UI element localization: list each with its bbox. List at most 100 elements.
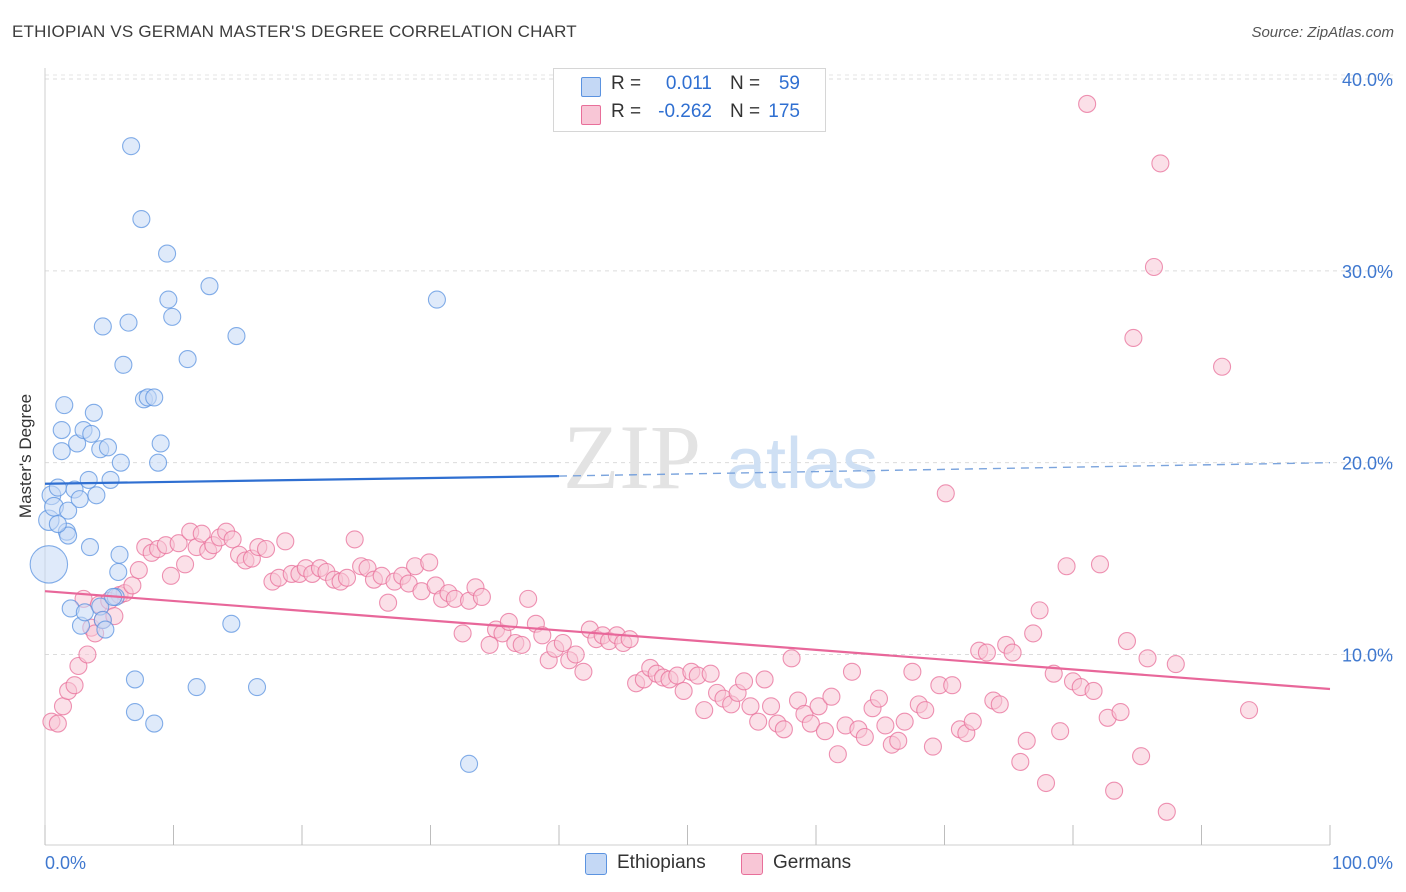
point-germans <box>48 714 67 733</box>
point-germans <box>1044 664 1063 683</box>
point-ethiopians <box>125 702 144 722</box>
point-germans <box>1117 632 1137 651</box>
point-ethiopians <box>145 388 164 407</box>
point-ethiopians <box>187 678 206 697</box>
point-germans <box>453 624 472 643</box>
point-ethiopians <box>125 670 144 689</box>
point-germans <box>1057 557 1076 576</box>
point-germans <box>1024 624 1043 643</box>
point-germans <box>472 587 491 607</box>
point-ethiopians <box>79 470 98 489</box>
point-germans <box>1017 731 1036 750</box>
point-germans <box>1090 555 1110 574</box>
tick-labels: 10.0% 20.0% 30.0% 40.0% 0.0% 100.0% <box>45 70 1393 873</box>
point-ethiopians <box>459 754 479 773</box>
point-ethiopians <box>163 307 182 326</box>
point-ethiopians <box>119 313 138 332</box>
point-germans <box>256 539 276 559</box>
point-germans <box>749 712 768 731</box>
series-legend: Ethiopians Germans <box>0 852 1406 880</box>
y-axis-label: Master's Degree <box>16 393 35 519</box>
point-ethiopians <box>70 490 89 509</box>
point-ethiopians <box>151 434 170 453</box>
point-germans <box>566 645 585 664</box>
point-ethiopians <box>93 317 112 336</box>
point-ethiopians <box>158 244 177 263</box>
point-ethiopians <box>59 526 78 545</box>
point-germans <box>695 701 714 720</box>
x-tick-label: 0.0% <box>45 853 86 873</box>
point-germans <box>512 635 531 654</box>
trend-lines <box>44 461 1331 691</box>
point-germans <box>1011 752 1030 771</box>
point-germans <box>379 593 398 612</box>
legend-n-label: N = <box>730 101 761 122</box>
point-ethiopians <box>227 327 246 346</box>
trend-ethiopians <box>44 474 560 485</box>
point-germans <box>1151 154 1170 173</box>
legend-swatch-germans <box>581 105 601 125</box>
point-ethiopians <box>114 355 133 374</box>
point-germans <box>161 566 180 585</box>
legend-swatch-germans <box>741 853 763 875</box>
point-germans <box>903 662 922 681</box>
point-germans <box>782 649 801 668</box>
point-ethiopians <box>159 290 178 309</box>
point-germans <box>78 645 97 664</box>
point-germans <box>990 695 1009 714</box>
point-germans <box>169 534 188 553</box>
point-ethiopians <box>84 403 103 422</box>
trend-germans <box>44 590 1331 691</box>
point-germans <box>345 530 364 549</box>
point-germans <box>734 672 754 691</box>
watermark-zip: ZIP <box>563 406 701 508</box>
point-germans <box>943 676 962 695</box>
point-germans <box>1213 357 1232 376</box>
point-germans <box>815 722 835 741</box>
point-ethiopians <box>132 209 151 229</box>
point-ethiopians <box>52 421 71 440</box>
legend-row-germans: R = -0.262 N = 175 <box>554 101 825 129</box>
point-ethiopians <box>101 470 120 489</box>
watermark-atlas: atlas <box>726 424 878 504</box>
point-germans <box>855 727 874 747</box>
point-germans <box>674 681 693 700</box>
point-germans <box>755 670 774 689</box>
point-ethiopians <box>59 501 78 520</box>
point-germans <box>842 662 862 681</box>
point-ethiopians <box>145 714 164 733</box>
legend-r-label: R = <box>611 101 642 122</box>
point-germans <box>1111 702 1130 722</box>
point-germans <box>701 664 720 683</box>
point-germans <box>1030 601 1049 620</box>
point-germans <box>337 568 357 587</box>
point-ethiopians <box>122 137 141 156</box>
point-ethiopians <box>427 290 446 309</box>
data-points <box>29 94 1259 821</box>
point-germans <box>741 697 760 716</box>
point-ethiopians <box>75 603 94 622</box>
point-ethiopians <box>110 545 129 564</box>
point-germans <box>774 720 793 739</box>
point-germans <box>936 484 955 503</box>
point-ethiopians <box>247 678 267 697</box>
y-tick-label: 30.0% <box>1342 262 1393 282</box>
point-germans <box>1124 328 1143 348</box>
point-germans <box>828 745 847 764</box>
point-ethiopians <box>111 453 130 472</box>
point-ethiopians <box>96 620 115 639</box>
point-germans <box>1239 701 1259 720</box>
legend-n-label: N = <box>730 73 761 94</box>
point-ethiopians <box>98 438 118 457</box>
point-germans <box>869 689 889 708</box>
point-ethiopians <box>87 486 106 505</box>
x-tick-label: 100.0% <box>1332 853 1393 873</box>
point-germans <box>176 555 195 574</box>
y-tick-label: 40.0% <box>1342 70 1393 90</box>
point-germans <box>620 630 639 649</box>
point-germans <box>1166 655 1185 674</box>
point-germans <box>916 701 935 720</box>
legend-n-value: 59 <box>778 73 800 94</box>
point-germans <box>53 697 73 716</box>
point-germans <box>809 697 828 716</box>
